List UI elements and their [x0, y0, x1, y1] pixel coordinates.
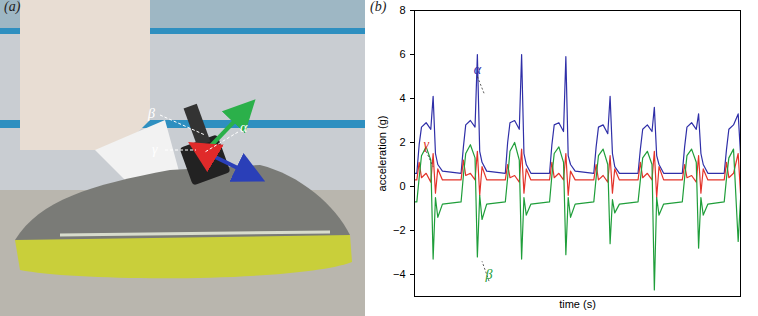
svg-text:β: β	[147, 106, 155, 121]
svg-text:α: α	[240, 120, 248, 135]
svg-text:8: 8	[399, 4, 405, 16]
svg-text:β: β	[485, 267, 493, 282]
svg-text:4: 4	[399, 92, 405, 104]
html-text:(a): (a)	[4, 0, 21, 14]
svg-text:α: α	[474, 62, 482, 77]
svg-text:time (s): time (s)	[559, 298, 596, 310]
svg-text:−2: −2	[393, 224, 406, 236]
svg-text:γ: γ	[152, 142, 158, 157]
svg-text:−4: −4	[393, 268, 406, 280]
html-text:(b): (b)	[370, 0, 387, 14]
svg-text:acceleration (g): acceleration (g)	[376, 116, 388, 192]
svg-text:2: 2	[399, 136, 405, 148]
svg-text:6: 6	[399, 48, 405, 60]
svg-text:γ: γ	[423, 137, 429, 152]
svg-text:0: 0	[399, 180, 405, 192]
